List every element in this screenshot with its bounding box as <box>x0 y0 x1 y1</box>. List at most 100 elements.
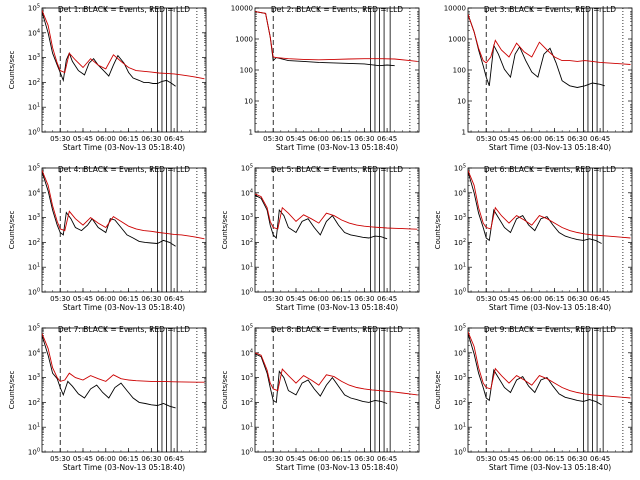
x-tick-label: 05:45 <box>286 455 306 463</box>
x-tick-label: 06:15 <box>331 455 351 463</box>
x-tick-label: 06:30 <box>567 295 587 303</box>
y-tick-label: 102 <box>241 238 253 247</box>
x-tick-label: 06:00 <box>309 455 329 463</box>
x-tick-label: 05:45 <box>286 295 306 303</box>
plot-frame <box>254 167 420 293</box>
x-tick-label: 06:45 <box>590 455 610 463</box>
x-tick-label: 05:30 <box>50 295 70 303</box>
y-tick-label: 102 <box>241 398 253 407</box>
x-axis-label: Start Time (03-Nov-13 05:18:40) <box>276 303 398 312</box>
x-tick-label: 06:45 <box>164 455 184 463</box>
x-axis-label: Start Time (03-Nov-13 05:18:40) <box>63 463 185 472</box>
lld-series-line <box>42 170 205 240</box>
x-tick-label: 06:30 <box>354 295 374 303</box>
y-tick-label: 101 <box>28 103 40 112</box>
y-axis-label: Counts/sec <box>221 211 229 250</box>
y-tick-label: 101 <box>241 423 253 432</box>
x-tick-label: 05:45 <box>73 135 93 143</box>
x-tick-label: 05:30 <box>263 295 283 303</box>
x-tick-label: 05:30 <box>476 295 496 303</box>
x-tick-label: 06:30 <box>567 135 587 143</box>
y-tick-label: 100 <box>454 448 466 457</box>
y-tick-label: 103 <box>241 213 253 222</box>
plot-frame <box>41 167 207 293</box>
y-tick-label: 100 <box>454 288 466 297</box>
lld-series-line <box>255 352 418 396</box>
plot-frame <box>467 167 633 293</box>
y-tick-label: 100 <box>241 288 253 297</box>
y-tick-label: 103 <box>454 373 466 382</box>
x-tick-label: 06:45 <box>377 295 397 303</box>
x-tick-label: 05:30 <box>263 455 283 463</box>
y-tick-label: 104 <box>28 28 40 37</box>
x-tick-label: 06:30 <box>141 295 161 303</box>
x-tick-label: 05:30 <box>263 135 283 143</box>
panel-title: Det 2: BLACK = Events, RED = LLD <box>271 5 403 14</box>
x-axis-label: Start Time (03-Nov-13 05:18:40) <box>489 303 611 312</box>
panel-title: Det 7: BLACK = Events, RED = LLD <box>58 325 190 334</box>
x-tick-label: 06:15 <box>544 135 564 143</box>
detector-panel-2: 1 10 100 1000 10000 05:30 05:45 06:00 06:15 06:30… <box>231 5 420 152</box>
x-tick-label: 06:15 <box>118 455 138 463</box>
y-tick-label: 105 <box>241 324 253 333</box>
y-tick-label: 102 <box>454 398 466 407</box>
y-tick-label: 105 <box>28 164 40 173</box>
x-tick-label: 05:45 <box>499 455 519 463</box>
x-tick-label: 05:45 <box>73 295 93 303</box>
y-tick-label: 100 <box>28 128 40 137</box>
y-axis-label: Counts/sec <box>434 371 442 410</box>
x-tick-label: 05:30 <box>50 455 70 463</box>
panel-title: Det 3: BLACK = Events, RED = LLD <box>484 5 616 14</box>
y-tick-label: 103 <box>28 373 40 382</box>
y-tick-label: 104 <box>28 348 40 357</box>
y-tick-label: 105 <box>241 164 253 173</box>
y-tick-label: 100 <box>28 448 40 457</box>
x-tick-label: 06:30 <box>567 455 587 463</box>
y-tick-label: 1000 <box>235 36 253 44</box>
x-tick-label: 06:15 <box>544 295 564 303</box>
x-tick-label: 06:45 <box>377 455 397 463</box>
y-tick-label: 10000 <box>231 5 253 13</box>
plot-frame <box>254 7 420 133</box>
y-tick-label: 104 <box>241 188 253 197</box>
y-tick-label: 103 <box>28 53 40 62</box>
events-series-line <box>468 333 602 406</box>
y-axis-label: Counts/sec <box>221 371 229 410</box>
x-tick-label: 05:45 <box>499 295 519 303</box>
y-tick-label: 101 <box>28 263 40 272</box>
x-tick-label: 05:30 <box>50 135 70 143</box>
y-tick-label: 1000 <box>448 36 466 44</box>
x-tick-label: 05:45 <box>499 135 519 143</box>
x-tick-label: 06:45 <box>590 295 610 303</box>
y-tick-label: 104 <box>454 188 466 197</box>
y-tick-label: 102 <box>28 238 40 247</box>
y-tick-label: 105 <box>454 164 466 173</box>
y-tick-label: 105 <box>28 324 40 333</box>
lld-series-line <box>468 331 631 399</box>
y-axis-label: Counts/sec <box>8 211 16 250</box>
y-tick-label: 104 <box>241 348 253 357</box>
events-series-line <box>42 335 176 409</box>
panel-title: Det 1: BLACK = Events, RED = LLD <box>58 5 190 14</box>
y-tick-label: 100 <box>28 288 40 297</box>
x-tick-label: 06:15 <box>118 135 138 143</box>
y-tick-label: 105 <box>454 324 466 333</box>
y-tick-label: 101 <box>28 423 40 432</box>
y-tick-label: 10 <box>244 98 253 106</box>
y-tick-label: 1 <box>462 129 466 137</box>
panel-title: Det 8: BLACK = Events, RED = LLD <box>271 325 403 334</box>
x-tick-label: 06:15 <box>331 295 351 303</box>
x-tick-label: 06:00 <box>522 135 542 143</box>
plot-frame <box>467 7 633 133</box>
plot-frame <box>254 327 420 453</box>
y-axis-label: Counts/sec <box>8 51 16 90</box>
y-tick-label: 104 <box>28 188 40 197</box>
panel-title: Det 4: BLACK = Events, RED = LLD <box>58 165 190 174</box>
plot-frame <box>41 327 207 453</box>
y-tick-label: 103 <box>454 213 466 222</box>
